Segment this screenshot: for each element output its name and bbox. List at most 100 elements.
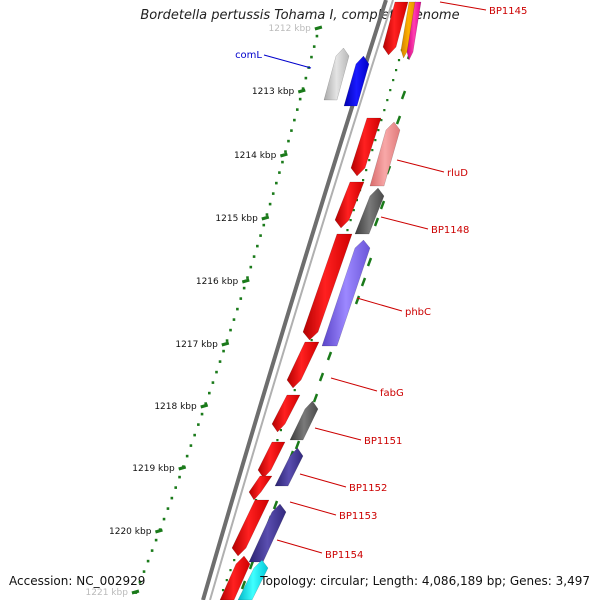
label-leader-line	[299, 473, 347, 488]
feature-tick	[354, 295, 361, 305]
label-leader-line	[330, 377, 378, 392]
label-leader-line	[439, 1, 487, 11]
cds-grey-light	[323, 47, 350, 101]
outer-track-dot	[346, 229, 349, 232]
outer-track-dot	[377, 129, 380, 132]
outer-track-dot	[225, 579, 228, 582]
ruler-dot	[229, 328, 232, 332]
outer-track-dot	[380, 119, 383, 122]
gene-label-rluD: rluD	[447, 168, 468, 179]
cds-forward	[219, 555, 251, 600]
ruler-dot	[197, 423, 200, 426]
cds-orange	[400, 1, 417, 59]
ruler-tick	[279, 152, 288, 158]
ruler-tick	[297, 88, 306, 94]
topology-value: circular	[320, 574, 365, 588]
ruler-tick	[261, 215, 270, 221]
outer-track-dot	[276, 439, 279, 442]
label-leader-line	[276, 539, 323, 554]
ruler-tick-label: 1221 kbp	[86, 588, 129, 598]
ruler-dot	[295, 108, 299, 111]
ruler-dot	[252, 255, 256, 258]
ruler-dot	[293, 118, 296, 122]
ruler-dot	[218, 360, 222, 363]
ruler-dot	[281, 160, 284, 164]
feature-tick	[240, 580, 247, 590]
genes-value: 3,497	[555, 574, 590, 588]
cds-forward	[248, 475, 273, 501]
ruler-tick	[131, 589, 140, 595]
length-value: 4,086,189 bp	[421, 574, 502, 588]
outer-track-dot	[349, 219, 352, 222]
ruler-dot	[268, 202, 272, 206]
feature-tick	[326, 351, 333, 361]
cds-forward	[334, 181, 365, 229]
feature-tick	[366, 257, 373, 267]
cds-forward	[286, 341, 320, 389]
ruler-dot	[298, 97, 302, 101]
cds-BP1154	[237, 559, 269, 600]
feature-tick	[312, 393, 319, 403]
feature-tick	[379, 200, 386, 210]
feature-tick	[360, 277, 367, 287]
cds-forward	[271, 394, 301, 433]
ruler-dot	[290, 129, 293, 132]
ruler-dot	[315, 34, 319, 38]
feature-tick	[395, 115, 402, 125]
ruler-tick-label: 1220 kbp	[109, 527, 152, 537]
ruler-dot	[222, 349, 225, 353]
gene-label-comL: comL	[235, 50, 262, 61]
label-leader-line	[314, 427, 362, 441]
outer-track-dot	[365, 169, 368, 172]
ruler-dot	[232, 318, 236, 321]
ruler-dot	[215, 370, 218, 374]
feature-tick	[248, 560, 255, 570]
outer-track-dot	[221, 589, 225, 592]
label-leader-line	[356, 297, 403, 312]
cds-BP1148	[354, 187, 385, 235]
ruler-dot	[242, 286, 246, 290]
cds-forward	[231, 499, 270, 557]
cds-forward	[257, 441, 286, 479]
gene-label-fabG: fabG	[380, 388, 404, 399]
outer-track-dot	[392, 79, 395, 82]
outer-track-dot	[389, 89, 392, 92]
feature-tick	[318, 372, 325, 382]
ruler-dot	[193, 433, 196, 437]
ruler-tick	[178, 465, 187, 471]
ruler-dot	[249, 265, 253, 269]
ruler-tick-label: 1219 kbp	[132, 464, 175, 474]
ruler-tick	[155, 528, 163, 534]
ruler-ticks: 1212 kbp 1213 kbp 1214 kbp 1215 kbp 1216 kbp…	[86, 24, 323, 598]
ruler-dot	[236, 307, 239, 311]
genes-label: Genes:	[509, 574, 552, 588]
feature-tick	[400, 90, 407, 100]
ruler-dot	[189, 444, 193, 447]
cds-BP1152	[274, 447, 304, 487]
ruler-tick	[200, 403, 209, 409]
ruler-dot	[310, 55, 313, 59]
gene-label-BP1154: BP1154	[325, 550, 363, 561]
label-leader-line	[380, 216, 429, 230]
ruler-dot	[150, 549, 154, 552]
accession-value: NC_002929	[76, 574, 146, 588]
ruler-tick-label: 1213 kbp	[252, 87, 295, 97]
ruler-dot	[162, 517, 166, 521]
ruler-tick	[221, 341, 230, 347]
gene-label-BP1152: BP1152	[349, 483, 387, 494]
outer-track-dot	[368, 159, 371, 162]
gene-label-phbC: phbC	[405, 307, 431, 318]
ruler-dot	[208, 391, 211, 395]
accession-info: Accession: NC_002929	[9, 574, 145, 588]
ruler-dot	[204, 402, 207, 405]
ruler-dot	[138, 580, 142, 584]
ruler-dot	[225, 339, 229, 342]
gene-labels: comL BP1145 rluD BP1148 phbC fabG BP1151 BP1152…	[235, 1, 527, 561]
ruler-tick-label: 1218 kbp	[154, 402, 197, 412]
cds-forward	[302, 233, 353, 341]
ruler-dot	[174, 486, 178, 489]
outer-track-dot	[310, 339, 313, 342]
label-leader-line	[289, 501, 337, 516]
cds-forward	[382, 1, 409, 56]
